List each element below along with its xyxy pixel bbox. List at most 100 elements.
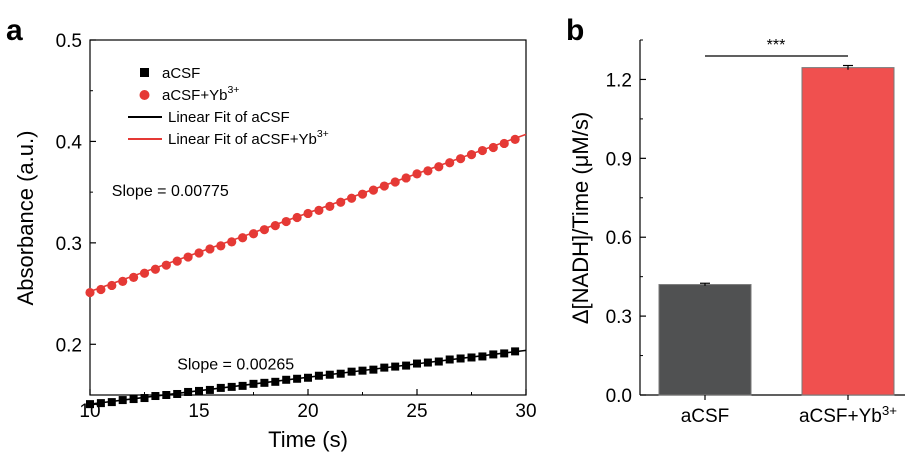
- data-point-acsf: [478, 352, 487, 361]
- x-tick-label-a: 25: [406, 401, 427, 422]
- y-tick-label-a: 0.2: [56, 335, 82, 356]
- data-point-acsf-yb: [434, 162, 444, 172]
- data-point-acsf-yb: [216, 241, 226, 251]
- data-point-acsf-yb: [314, 205, 324, 215]
- bar-1: [801, 67, 895, 396]
- data-point-acsf: [129, 395, 138, 404]
- y-tick-label-b: 0.6: [606, 228, 632, 249]
- data-point-acsf-yb: [336, 197, 346, 207]
- data-point-acsf-yb: [325, 201, 335, 211]
- data-point-acsf-yb: [281, 216, 291, 227]
- data-point-acsf: [489, 350, 498, 359]
- data-point-acsf-yb: [510, 134, 520, 144]
- data-point-acsf: [96, 399, 105, 408]
- data-point-acsf: [369, 365, 378, 374]
- data-point-acsf: [216, 383, 225, 392]
- data-point-acsf-yb: [379, 181, 389, 191]
- data-point-acsf-yb: [183, 252, 193, 262]
- significance-bracket: ***: [705, 37, 848, 57]
- data-point-acsf-yb: [259, 225, 269, 235]
- data-point-acsf-yb: [499, 138, 509, 149]
- data-point-acsf-yb: [248, 229, 259, 239]
- legend-label: Linear Fit of aCSF: [168, 109, 290, 126]
- legend-label: aCSF: [162, 65, 200, 82]
- data-point-acsf: [227, 382, 236, 391]
- data-point-acsf: [467, 353, 476, 362]
- data-point-acsf: [271, 377, 280, 386]
- data-point-acsf-yb: [107, 280, 117, 291]
- data-point-acsf-yb: [194, 248, 204, 258]
- data-point-acsf-yb: [456, 154, 466, 164]
- y-tick-label-b: 0.3: [606, 307, 632, 328]
- y-tick-label-a: 0.5: [56, 31, 82, 52]
- data-point-acsf-yb: [466, 150, 477, 160]
- data-point-acsf: [445, 355, 454, 364]
- data-point-acsf: [304, 373, 312, 382]
- data-point-acsf-yb: [347, 193, 357, 203]
- x-axis-label-a: Time (s): [268, 427, 348, 452]
- data-point-acsf: [107, 398, 116, 407]
- data-point-acsf-yb: [161, 260, 171, 270]
- legend-marker-circle: [139, 90, 150, 100]
- data-point-acsf: [423, 358, 432, 367]
- data-point-acsf-yb: [292, 212, 302, 223]
- data-point-acsf: [434, 357, 443, 366]
- x-tick-label-a: 10: [79, 401, 100, 422]
- data-point-acsf-yb: [445, 158, 455, 168]
- legend-label: Linear Fit of aCSF+Yb3+: [168, 128, 329, 148]
- category-label-0: aCSF: [681, 406, 730, 427]
- y-axis-label-b: Δ[NADH]/Time (μM/s): [568, 112, 593, 324]
- data-point-acsf: [293, 374, 302, 383]
- data-point-acsf: [511, 347, 520, 356]
- slope-annotation-black: Slope = 0.00265: [177, 357, 294, 374]
- data-point-acsf: [195, 386, 203, 395]
- data-point-acsf: [118, 396, 127, 405]
- y-tick-label-b: 0.9: [606, 149, 632, 170]
- legend-marker-square: [140, 68, 149, 77]
- data-point-acsf-yb: [205, 244, 215, 254]
- data-point-acsf-yb: [118, 276, 128, 286]
- data-point-acsf: [380, 363, 389, 372]
- data-point-acsf: [238, 381, 247, 390]
- data-point-acsf-yb: [129, 272, 139, 282]
- data-point-acsf: [184, 387, 193, 396]
- data-point-acsf-yb: [357, 189, 368, 199]
- data-point-acsf-yb: [423, 166, 433, 176]
- data-point-acsf: [86, 400, 94, 409]
- slope-annotation-red: Slope = 0.00775: [112, 183, 229, 200]
- data-point-acsf: [500, 349, 509, 358]
- bar-0: [658, 284, 752, 396]
- legend-a: aCSF aCSF+Yb3+ Linear Fit of aCSF Linear Fi…: [128, 65, 329, 148]
- data-point-acsf: [314, 371, 323, 380]
- data-point-acsf: [205, 385, 214, 394]
- data-point-acsf-yb: [238, 233, 248, 243]
- data-point-acsf-yb: [270, 221, 280, 231]
- data-point-acsf-yb: [488, 142, 498, 153]
- data-point-acsf-yb: [477, 145, 487, 156]
- data-point-acsf-yb: [368, 185, 378, 195]
- data-point-acsf: [151, 392, 160, 401]
- data-point-acsf: [282, 375, 291, 384]
- y-tick-label-a: 0.4: [56, 132, 83, 153]
- data-point-acsf: [413, 359, 421, 368]
- data-point-acsf: [336, 369, 345, 378]
- data-point-acsf: [260, 378, 269, 387]
- data-point-acsf-yb: [150, 264, 160, 274]
- data-point-acsf: [456, 354, 465, 363]
- panel-a-label: a: [6, 14, 23, 47]
- panel-b-label: b: [566, 14, 584, 47]
- data-point-acsf-yb: [96, 284, 106, 295]
- data-point-acsf-yb: [303, 208, 313, 219]
- data-point-acsf: [391, 362, 400, 371]
- data-point-acsf: [140, 394, 149, 403]
- data-point-acsf-yb: [412, 169, 422, 179]
- y-tick-label-a: 0.3: [56, 234, 82, 255]
- data-point-acsf-yb: [390, 177, 400, 187]
- data-point-acsf-yb: [401, 173, 411, 183]
- data-point-acsf: [358, 366, 367, 375]
- y-tick-label-b: 1.2: [606, 70, 632, 91]
- y-tick-label-b: 0.0: [606, 386, 632, 407]
- data-point-acsf-yb: [227, 237, 237, 247]
- data-point-acsf-yb: [172, 256, 182, 266]
